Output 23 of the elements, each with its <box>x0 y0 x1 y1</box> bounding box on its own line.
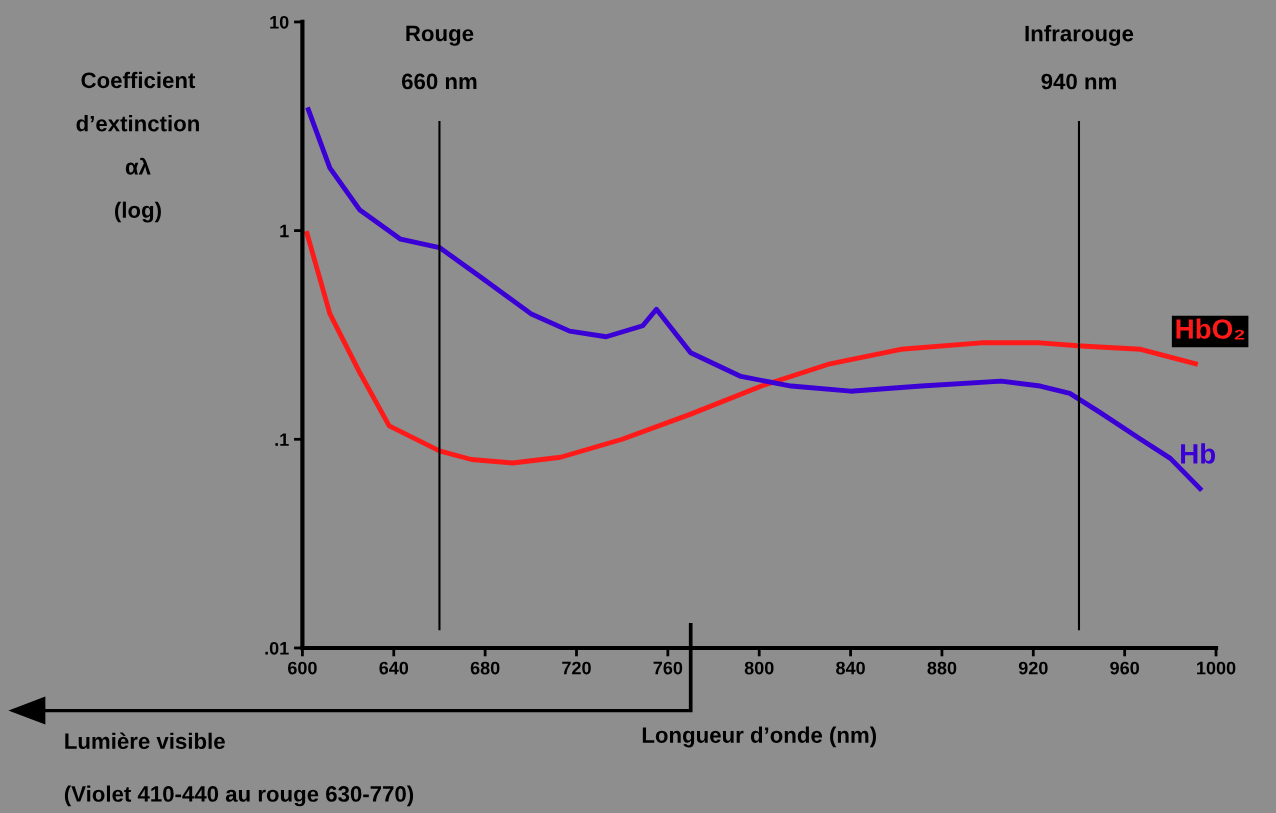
x-tick-label: 680 <box>470 661 500 675</box>
x-axis-title: Longueur d’onde (nm) <box>642 726 877 748</box>
x-tick-label: 760 <box>653 661 683 675</box>
text: Coefficient d’extinction αλ (log) <box>76 71 199 223</box>
y-tick-label: .01 <box>265 641 289 655</box>
x-tick-label: 600 <box>288 661 317 675</box>
x-tick-label: 960 <box>1110 661 1139 675</box>
series-label: HbO₂ <box>1176 318 1245 340</box>
x-tick-label: 840 <box>836 661 865 675</box>
text: (Violet 410-440 au rouge 630-770) <box>64 785 414 807</box>
text: Infrarouge 940 nm <box>1025 25 1134 90</box>
x-tick-label: 800 <box>744 661 774 675</box>
x-tick-label: 720 <box>562 661 591 675</box>
series-label: Hb <box>1181 443 1216 464</box>
x-tick-label: 640 <box>379 661 409 675</box>
y-tick-label: 1 <box>280 224 289 238</box>
text: Rouge 660 nm <box>401 25 477 90</box>
text: Lumière visible <box>65 732 225 750</box>
x-tick-label: 1000 <box>1197 661 1236 675</box>
x-tick-label: 920 <box>1018 661 1048 675</box>
y-tick-label: 10 <box>270 15 289 29</box>
x-tick-label: 880 <box>927 661 957 675</box>
y-tick-label: .1 <box>275 433 289 446</box>
